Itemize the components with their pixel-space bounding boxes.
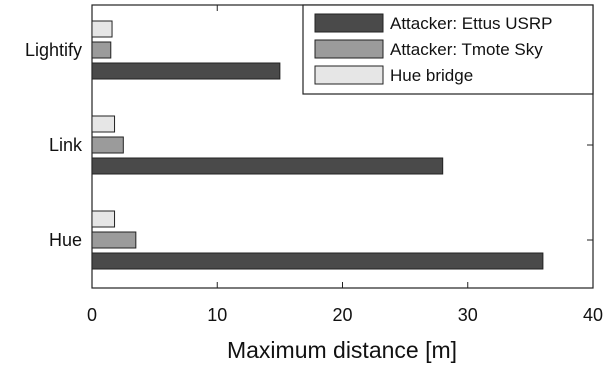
legend-swatch bbox=[314, 39, 384, 59]
x-axis-label: Maximum distance [m] bbox=[227, 337, 457, 363]
x-tick-label: 40 bbox=[583, 305, 603, 325]
bar bbox=[91, 62, 281, 80]
x-tick-label: 0 bbox=[87, 305, 97, 325]
bar bbox=[91, 136, 124, 154]
x-tick-label: 30 bbox=[458, 305, 478, 325]
legend: Attacker: Ettus USRP Attacker: Tmote Sky H… bbox=[302, 4, 594, 95]
bar bbox=[91, 20, 113, 38]
x-tick-label: 20 bbox=[332, 305, 352, 325]
bar bbox=[91, 115, 116, 133]
legend-label: Hue bridge bbox=[390, 66, 473, 85]
bar bbox=[91, 210, 116, 228]
category-label: Link bbox=[49, 135, 83, 155]
legend-swatch bbox=[314, 13, 384, 33]
category-label: Hue bbox=[49, 230, 82, 250]
bars bbox=[91, 20, 544, 270]
bar bbox=[91, 231, 137, 249]
legend-label: Attacker: Ettus USRP bbox=[390, 14, 553, 33]
bar bbox=[91, 252, 544, 270]
x-tick-label: 10 bbox=[207, 305, 227, 325]
bar bbox=[91, 41, 112, 59]
legend-label: Attacker: Tmote Sky bbox=[390, 40, 543, 59]
bar bbox=[91, 157, 444, 175]
category-label: Lightify bbox=[25, 40, 82, 60]
legend-swatch bbox=[314, 65, 384, 85]
